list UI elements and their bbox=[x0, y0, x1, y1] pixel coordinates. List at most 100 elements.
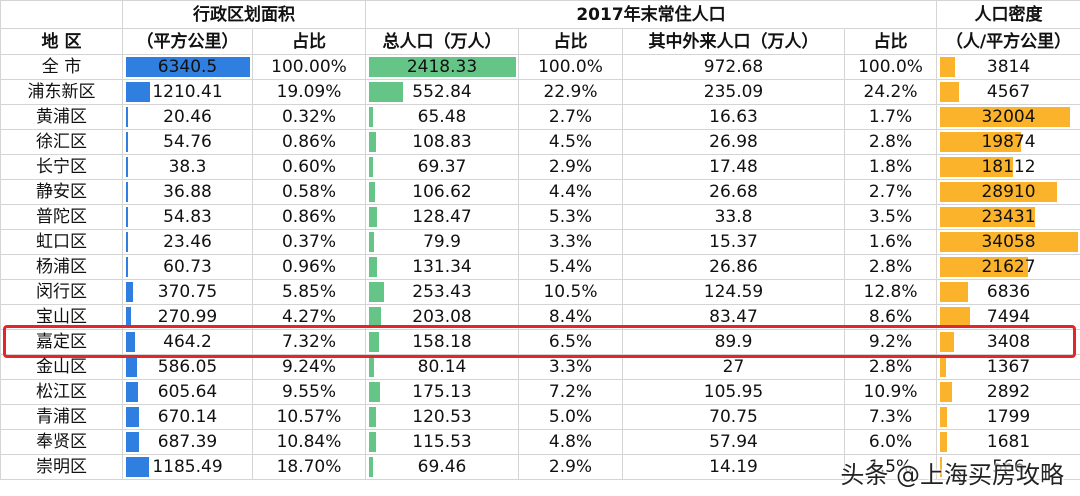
cell-area[interactable]: 23.46 bbox=[122, 229, 253, 255]
cell-pop[interactable]: 69.37 bbox=[365, 154, 519, 180]
cell-pop[interactable]: 552.84 bbox=[365, 79, 519, 105]
cell-district[interactable]: 崇明区 bbox=[0, 454, 123, 480]
cell-migrant[interactable]: 70.75 bbox=[622, 404, 845, 430]
cell-density[interactable]: 6836 bbox=[936, 279, 1080, 305]
cell-density[interactable]: 3814 bbox=[936, 54, 1080, 80]
cell-area[interactable]: 1185.49 bbox=[122, 454, 253, 480]
cell-density[interactable]: 4567 bbox=[936, 79, 1080, 105]
cell-pop[interactable]: 128.47 bbox=[365, 204, 519, 230]
cell-district[interactable]: 青浦区 bbox=[0, 404, 123, 430]
cell-area-pct[interactable]: 10.84% bbox=[252, 429, 366, 455]
cell-district[interactable]: 虹口区 bbox=[0, 229, 123, 255]
cell-migrant-pct[interactable]: 8.6% bbox=[843, 304, 938, 330]
cell-migrant[interactable]: 16.63 bbox=[622, 104, 845, 130]
cell-pop-pct[interactable]: 4.4% bbox=[518, 179, 623, 205]
cell-migrant[interactable]: 26.68 bbox=[622, 179, 845, 205]
cell-pop-pct[interactable]: 2.7% bbox=[518, 104, 623, 130]
cell-pop-pct[interactable]: 6.5% bbox=[518, 329, 623, 355]
cell-density[interactable]: 1367 bbox=[936, 354, 1080, 380]
cell-pop-pct[interactable]: 22.9% bbox=[518, 79, 623, 105]
cell-migrant-pct[interactable]: 2.7% bbox=[843, 179, 938, 205]
cell-migrant[interactable]: 27 bbox=[622, 354, 845, 380]
cell-migrant[interactable]: 89.9 bbox=[622, 329, 845, 355]
cell-pop[interactable]: 131.34 bbox=[365, 254, 519, 280]
cell-district[interactable]: 闵行区 bbox=[0, 279, 123, 305]
cell-migrant[interactable]: 57.94 bbox=[622, 429, 845, 455]
header-blank[interactable] bbox=[0, 0, 123, 29]
cell-pop-pct[interactable]: 5.3% bbox=[518, 204, 623, 230]
cell-area[interactable]: 54.76 bbox=[122, 129, 253, 155]
cell-area-pct[interactable]: 0.86% bbox=[252, 204, 366, 230]
cell-migrant-pct[interactable]: 100.0% bbox=[843, 54, 938, 80]
cell-density[interactable]: 1799 bbox=[936, 404, 1080, 430]
header-migrant[interactable]: 其中外来人口（万人） bbox=[622, 28, 845, 55]
cell-density[interactable]: 7494 bbox=[936, 304, 1080, 330]
cell-area-pct[interactable]: 0.60% bbox=[252, 154, 366, 180]
cell-area[interactable]: 1210.41 bbox=[122, 79, 253, 105]
cell-pop[interactable]: 2418.33 bbox=[365, 54, 519, 80]
cell-migrant-pct[interactable]: 3.5% bbox=[843, 204, 938, 230]
cell-density[interactable]: 23431 bbox=[936, 204, 1080, 230]
cell-area-pct[interactable]: 10.57% bbox=[252, 404, 366, 430]
cell-migrant-pct[interactable]: 6.0% bbox=[843, 429, 938, 455]
cell-area[interactable]: 687.39 bbox=[122, 429, 253, 455]
cell-district[interactable]: 静安区 bbox=[0, 179, 123, 205]
cell-migrant[interactable]: 15.37 bbox=[622, 229, 845, 255]
cell-pop[interactable]: 158.18 bbox=[365, 329, 519, 355]
cell-district[interactable]: 徐汇区 bbox=[0, 129, 123, 155]
cell-migrant-pct[interactable]: 1.7% bbox=[843, 104, 938, 130]
cell-migrant[interactable]: 83.47 bbox=[622, 304, 845, 330]
cell-migrant[interactable]: 105.95 bbox=[622, 379, 845, 405]
cell-migrant-pct[interactable]: 1.8% bbox=[843, 154, 938, 180]
cell-area-pct[interactable]: 0.96% bbox=[252, 254, 366, 280]
cell-density[interactable]: 34058 bbox=[936, 229, 1080, 255]
cell-migrant[interactable]: 26.86 bbox=[622, 254, 845, 280]
header-area-group[interactable]: 行政区划面积 bbox=[122, 0, 366, 29]
cell-pop-pct[interactable]: 2.9% bbox=[518, 454, 623, 480]
cell-area[interactable]: 670.14 bbox=[122, 404, 253, 430]
cell-density[interactable]: 32004 bbox=[936, 104, 1080, 130]
cell-area[interactable]: 586.05 bbox=[122, 354, 253, 380]
cell-area-pct[interactable]: 0.86% bbox=[252, 129, 366, 155]
cell-density[interactable]: 566 bbox=[936, 454, 1080, 480]
cell-pop-pct[interactable]: 5.4% bbox=[518, 254, 623, 280]
header-density-group[interactable]: 人口密度 bbox=[936, 0, 1080, 29]
cell-area-pct[interactable]: 9.55% bbox=[252, 379, 366, 405]
cell-area[interactable]: 20.46 bbox=[122, 104, 253, 130]
cell-district[interactable]: 杨浦区 bbox=[0, 254, 123, 280]
cell-density[interactable]: 1681 bbox=[936, 429, 1080, 455]
cell-pop[interactable]: 120.53 bbox=[365, 404, 519, 430]
cell-area-pct[interactable]: 18.70% bbox=[252, 454, 366, 480]
cell-migrant-pct[interactable]: 24.2% bbox=[843, 79, 938, 105]
cell-pop-pct[interactable]: 10.5% bbox=[518, 279, 623, 305]
cell-migrant-pct[interactable]: 2.8% bbox=[843, 254, 938, 280]
cell-density[interactable]: 19874 bbox=[936, 129, 1080, 155]
cell-density[interactable]: 3408 bbox=[936, 329, 1080, 355]
cell-area-pct[interactable]: 0.37% bbox=[252, 229, 366, 255]
cell-pop-pct[interactable]: 4.5% bbox=[518, 129, 623, 155]
cell-migrant-pct[interactable]: 2.8% bbox=[843, 354, 938, 380]
cell-area[interactable]: 605.64 bbox=[122, 379, 253, 405]
cell-density[interactable]: 28910 bbox=[936, 179, 1080, 205]
cell-district[interactable]: 奉贤区 bbox=[0, 429, 123, 455]
cell-district[interactable]: 浦东新区 bbox=[0, 79, 123, 105]
cell-density[interactable]: 2892 bbox=[936, 379, 1080, 405]
cell-pop-pct[interactable]: 3.3% bbox=[518, 229, 623, 255]
cell-migrant[interactable]: 26.98 bbox=[622, 129, 845, 155]
cell-pop-pct[interactable]: 5.0% bbox=[518, 404, 623, 430]
cell-pop[interactable]: 69.46 bbox=[365, 454, 519, 480]
cell-district[interactable]: 松江区 bbox=[0, 379, 123, 405]
cell-migrant-pct[interactable]: 10.9% bbox=[843, 379, 938, 405]
cell-pop-pct[interactable]: 4.8% bbox=[518, 429, 623, 455]
cell-migrant[interactable]: 972.68 bbox=[622, 54, 845, 80]
cell-migrant[interactable]: 33.8 bbox=[622, 204, 845, 230]
cell-pop[interactable]: 175.13 bbox=[365, 379, 519, 405]
cell-area[interactable]: 38.3 bbox=[122, 154, 253, 180]
cell-density[interactable]: 21627 bbox=[936, 254, 1080, 280]
cell-pop-pct[interactable]: 2.9% bbox=[518, 154, 623, 180]
cell-area-pct[interactable]: 5.85% bbox=[252, 279, 366, 305]
cell-area[interactable]: 464.2 bbox=[122, 329, 253, 355]
cell-pop[interactable]: 65.48 bbox=[365, 104, 519, 130]
cell-pop-pct[interactable]: 100.0% bbox=[518, 54, 623, 80]
cell-district[interactable]: 黄浦区 bbox=[0, 104, 123, 130]
